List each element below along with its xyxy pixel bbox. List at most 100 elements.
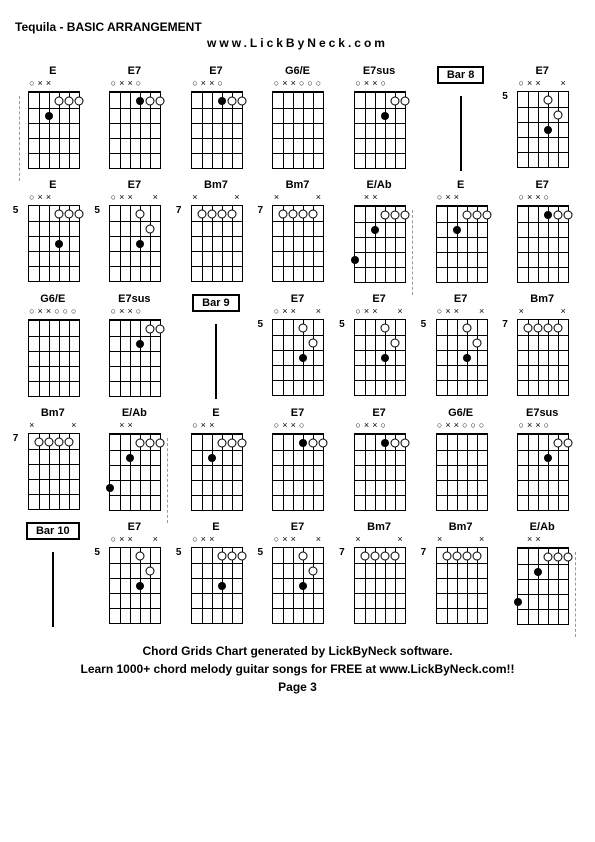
- page-title: Tequila - BASIC ARRANGEMENT: [15, 20, 580, 34]
- chord-diagram: Bm7××7: [342, 521, 416, 627]
- chord-diagram: E7sus ○××○: [342, 65, 416, 171]
- chord-diagram: E7 ○×××5: [260, 521, 334, 627]
- footer-page: Page 3: [15, 678, 580, 696]
- fret-number: 7: [13, 433, 19, 444]
- chord-diagram: E7 ○××○: [260, 407, 334, 513]
- chord-label: E7: [260, 407, 334, 421]
- chord-diagram: E7 ○×××5: [97, 179, 171, 285]
- footer: Chord Grids Chart generated by LickByNec…: [15, 642, 580, 696]
- chord-fretboard: ○×××5: [267, 309, 327, 399]
- chord-fretboard: ○××○○○: [23, 309, 83, 399]
- fret-number: 5: [94, 547, 100, 558]
- chord-label: E: [179, 407, 253, 421]
- chord-diagram: E ○××: [16, 65, 90, 171]
- chord-label: E7: [260, 293, 334, 307]
- chord-label: G6/E: [260, 65, 334, 79]
- chord-fretboard: ××7: [431, 537, 491, 627]
- chord-diagram: E7sus ○××○: [97, 293, 171, 399]
- barline-icon: [460, 96, 462, 171]
- chord-label: E: [424, 179, 498, 193]
- chord-fretboard: ○×××5: [104, 195, 164, 285]
- fret-number: 5: [502, 91, 508, 102]
- chord-label: Bm7: [16, 407, 90, 421]
- chord-diagram: E/Ab××: [505, 521, 579, 627]
- chord-fretboard: ○×××5: [267, 537, 327, 627]
- chord-label: E: [179, 521, 253, 535]
- fret-number: 5: [13, 205, 19, 216]
- chord-diagram: Bm7 ××7: [424, 521, 498, 627]
- chord-fretboard: ××: [512, 537, 572, 627]
- chord-diagram: E7 ○×××5: [260, 293, 334, 399]
- chord-grid: E○××E7○××○E7○××○G6/E○××○○○E7sus○××○Bar 8…: [15, 65, 580, 627]
- chord-label: E7: [424, 293, 498, 307]
- fret-number: 7: [176, 205, 182, 216]
- fret-number: 7: [339, 547, 345, 558]
- chord-label: E7: [260, 521, 334, 535]
- chord-diagram: E○××: [424, 179, 498, 285]
- fret-number: 5: [176, 547, 182, 558]
- chord-fretboard: ××: [104, 423, 164, 513]
- chord-fretboard: ○×××5: [512, 81, 572, 171]
- chord-label: Bm7: [424, 521, 498, 535]
- chord-fretboard: ○××: [23, 81, 83, 171]
- chord-diagram: E ○××: [179, 407, 253, 513]
- chord-label: E7sus: [505, 407, 579, 421]
- fret-number: 5: [421, 319, 427, 330]
- chord-label: G6/E: [424, 407, 498, 421]
- chord-fretboard: ××7: [186, 195, 246, 285]
- chord-fretboard: ○××○○○: [267, 81, 327, 171]
- chord-fretboard: ○××○: [186, 81, 246, 171]
- chord-fretboard: ××7: [512, 309, 572, 399]
- chord-fretboard: ○××○: [512, 195, 572, 285]
- chord-diagram: Bm7××7: [260, 179, 334, 285]
- chord-diagram: E7○×××5: [97, 521, 171, 627]
- chord-label: E7: [505, 179, 579, 193]
- chord-diagram: E7○××○: [342, 407, 416, 513]
- chord-diagram: E7 ○××○: [505, 179, 579, 285]
- chord-fretboard: ○××○○○: [431, 423, 491, 513]
- chord-diagram: E7 ○×××5: [505, 65, 579, 171]
- chord-label: E/Ab: [97, 407, 171, 421]
- chord-label: E7: [97, 179, 171, 193]
- chord-fretboard: ○××: [186, 423, 246, 513]
- chord-fretboard: ○××○: [349, 81, 409, 171]
- chord-diagram: Bm7 ××7: [179, 179, 253, 285]
- chord-fretboard: ○××○: [512, 423, 572, 513]
- header: Tequila - BASIC ARRANGEMENT www.LickByNe…: [15, 20, 580, 50]
- chord-label: E7: [342, 293, 416, 307]
- chord-diagram: E7 ○×××5: [424, 293, 498, 399]
- fret-number: 5: [94, 205, 100, 216]
- chord-fretboard: ○××○: [104, 309, 164, 399]
- chord-fretboard: ○××5: [186, 537, 246, 627]
- chord-label: Bm7: [179, 179, 253, 193]
- fret-number: 7: [421, 547, 427, 558]
- chord-diagram: E ○××5: [179, 521, 253, 627]
- footer-line1: Chord Grids Chart generated by LickByNec…: [15, 642, 580, 660]
- bar-marker: Bar 9: [179, 293, 253, 399]
- chord-label: E: [16, 65, 90, 79]
- bar-marker: Bar 8: [424, 65, 498, 171]
- chord-label: E7: [97, 521, 171, 535]
- chord-label: E/Ab: [342, 179, 416, 193]
- header-url: www.LickByNeck.com: [15, 36, 580, 50]
- chord-fretboard: ○×××5: [431, 309, 491, 399]
- chord-diagram: Bm7××7: [16, 407, 90, 513]
- fret-number: 5: [339, 319, 345, 330]
- chord-label: Bm7: [342, 521, 416, 535]
- footer-line2: Learn 1000+ chord melody guitar songs fo…: [15, 660, 580, 678]
- chord-diagram: E7sus ○××○: [505, 407, 579, 513]
- barline-icon: [215, 324, 217, 399]
- chord-label: Bm7: [505, 293, 579, 307]
- bar-label: Bar 10: [26, 522, 80, 540]
- chord-label: E7: [97, 65, 171, 79]
- chord-fretboard: ○××○: [349, 423, 409, 513]
- chord-label: E7sus: [97, 293, 171, 307]
- chord-label: Bm7: [260, 179, 334, 193]
- chord-fretboard: ○××○: [267, 423, 327, 513]
- chord-label: E7: [505, 65, 579, 79]
- chord-label: E7sus: [342, 65, 416, 79]
- chord-fretboard: ××7: [267, 195, 327, 285]
- chord-fretboard: ○××5: [23, 195, 83, 285]
- chord-fretboard: ××: [349, 195, 409, 285]
- fret-number: 7: [502, 319, 508, 330]
